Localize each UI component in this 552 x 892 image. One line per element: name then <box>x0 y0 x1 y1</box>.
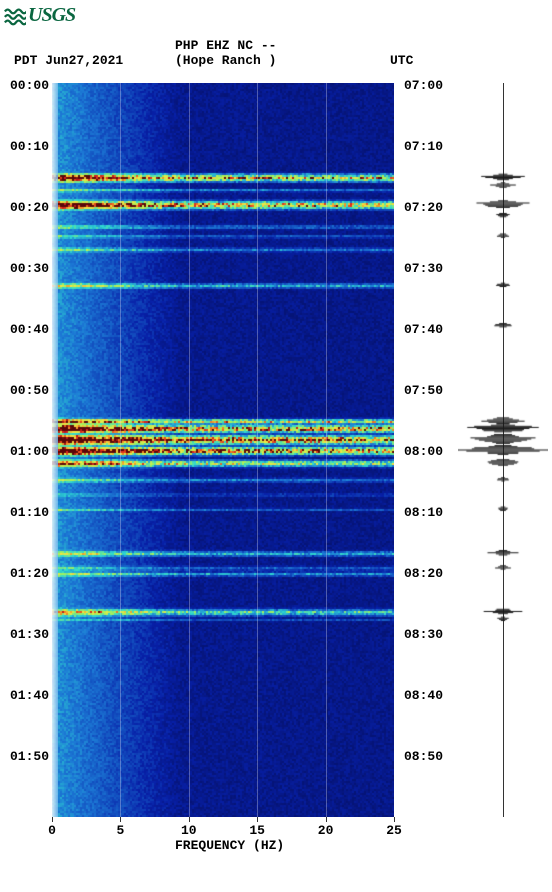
seismic-trace <box>458 83 548 817</box>
title-line-1: PHP EHZ NC -- <box>175 38 276 53</box>
y-left-tick: 01:30 <box>10 627 49 642</box>
wave-icon <box>4 5 26 27</box>
x-tick-label: 25 <box>386 823 402 838</box>
x-tickmark <box>257 817 258 822</box>
x-tick-label: 20 <box>318 823 334 838</box>
low-freq-edge <box>52 83 58 817</box>
y-right-tick: 07:00 <box>404 78 443 93</box>
title-line-2: (Hope Ranch ) <box>175 53 276 68</box>
y-left-tick: 01:50 <box>10 749 49 764</box>
y-left-tick: 01:00 <box>10 444 49 459</box>
spectrogram <box>52 83 394 817</box>
logo-text: USGS <box>28 4 75 27</box>
y-right-tick: 07:40 <box>404 322 443 337</box>
y-right-tick: 08:10 <box>404 505 443 520</box>
y-left-tick: 01:20 <box>10 566 49 581</box>
y-left-tick: 00:40 <box>10 322 49 337</box>
y-right-tick: 08:20 <box>404 566 443 581</box>
y-left-tick: 00:00 <box>10 78 49 93</box>
y-right-tick: 08:40 <box>404 688 443 703</box>
x-tick-label: 0 <box>48 823 56 838</box>
x-tick-label: 15 <box>249 823 265 838</box>
x-tickmark <box>120 817 121 822</box>
y-right-tick: 08:30 <box>404 627 443 642</box>
x-tickmark <box>394 817 395 822</box>
y-left-tick: 00:50 <box>10 383 49 398</box>
y-right-tick: 07:50 <box>404 383 443 398</box>
spectrogram-canvas <box>52 83 394 817</box>
x-tickmark <box>52 817 53 822</box>
y-right-tick: 08:00 <box>404 444 443 459</box>
x-tickmark <box>189 817 190 822</box>
utc-label: UTC <box>390 53 413 68</box>
x-tickmark <box>326 817 327 822</box>
y-right-tick: 07:30 <box>404 261 443 276</box>
y-left-tick: 00:20 <box>10 200 49 215</box>
y-left-tick: 00:30 <box>10 261 49 276</box>
x-tick-label: 5 <box>116 823 124 838</box>
chart-title: PHP EHZ NC -- (Hope Ranch ) <box>175 38 276 68</box>
y-left-tick: 01:40 <box>10 688 49 703</box>
usgs-logo: USGS <box>4 4 75 27</box>
trace-canvas <box>458 83 548 817</box>
date-label: PDT Jun27,2021 <box>14 53 123 68</box>
y-right-tick: 07:10 <box>404 139 443 154</box>
x-axis-label: FREQUENCY (HZ) <box>175 838 284 853</box>
y-right-tick: 08:50 <box>404 749 443 764</box>
x-tick-label: 10 <box>181 823 197 838</box>
y-left-tick: 00:10 <box>10 139 49 154</box>
y-right-tick: 07:20 <box>404 200 443 215</box>
y-left-tick: 01:10 <box>10 505 49 520</box>
